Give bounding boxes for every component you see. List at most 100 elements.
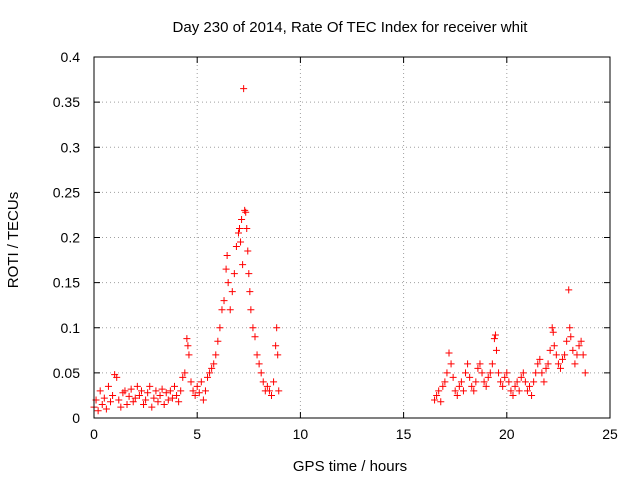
data-point-marker [164, 396, 172, 404]
data-point-marker [193, 382, 201, 390]
data-point-marker [263, 382, 271, 390]
data-point-marker [255, 360, 263, 368]
data-point-marker [480, 378, 488, 386]
data-point-marker [243, 224, 251, 232]
data-point-marker [133, 382, 141, 390]
data-point-marker [457, 378, 465, 386]
data-point-marker [242, 208, 250, 216]
chart-title: Day 230 of 2014, Rate Of TEC Index for r… [173, 19, 529, 36]
data-point-marker [253, 351, 261, 359]
data-point-marker [549, 328, 557, 336]
data-point-marker [497, 378, 505, 386]
data-point-marker [492, 346, 500, 354]
data-point-marker [232, 243, 240, 251]
data-point-marker [274, 351, 282, 359]
data-point-marker [179, 373, 187, 381]
data-point-marker [565, 286, 573, 294]
data-point-marker [447, 360, 455, 368]
data-point-marker [268, 391, 276, 399]
data-point-marker [437, 398, 445, 406]
data-point-marker [575, 342, 583, 350]
data-point-marker [548, 324, 556, 332]
data-point-marker [490, 335, 498, 343]
data-point-marker [478, 369, 486, 377]
data-point-marker [470, 387, 478, 395]
data-point-marker [251, 333, 259, 341]
data-point-marker [127, 385, 135, 393]
data-point-marker [246, 288, 254, 296]
data-point-marker [129, 398, 137, 406]
data-point-marker [177, 387, 185, 395]
data-point-marker [441, 378, 449, 386]
data-point-marker [501, 373, 509, 381]
data-point-marker [445, 349, 453, 357]
data-point-marker [245, 270, 253, 278]
y-tick-label: 0.15 [53, 275, 80, 291]
data-point-marker [214, 337, 222, 345]
data-point-marker [212, 351, 220, 359]
data-point-marker [137, 387, 145, 395]
data-point-marker [563, 337, 571, 345]
data-point-marker [435, 387, 443, 395]
data-point-marker [239, 261, 247, 269]
data-point-marker [273, 324, 281, 332]
data-point-marker [152, 387, 160, 395]
data-point-marker [552, 351, 560, 359]
data-point-marker [528, 391, 536, 399]
data-point-marker [521, 378, 529, 386]
data-point-marker [123, 400, 131, 408]
axis-ticks: 0 5 10 15 20 25 0 0.05 0.1 0.15 0.2 0.25 0.3 0.35 0.4 [53, 49, 618, 442]
data-points [90, 85, 589, 415]
data-point-marker [240, 85, 248, 93]
data-point-marker [581, 369, 589, 377]
data-point-marker [519, 369, 527, 377]
data-point-marker [222, 265, 230, 273]
data-point-marker [550, 342, 558, 350]
data-point-marker [532, 369, 540, 377]
data-point-marker [131, 394, 139, 402]
data-point-marker [156, 391, 164, 399]
data-point-marker [542, 364, 550, 372]
data-point-marker [476, 360, 484, 368]
data-point-marker [540, 378, 548, 386]
data-point-marker [183, 335, 191, 343]
data-point-marker [453, 391, 461, 399]
data-point-marker [554, 360, 562, 368]
data-point-marker [230, 270, 238, 278]
data-point-marker [534, 360, 542, 368]
data-point-marker [431, 396, 439, 404]
data-point-marker [455, 382, 463, 390]
data-point-marker [509, 391, 517, 399]
data-point-marker [154, 398, 162, 406]
data-point-marker [449, 373, 457, 381]
data-point-marker [168, 394, 176, 402]
data-point-marker [451, 387, 459, 395]
data-point-marker [218, 306, 226, 314]
x-tick-label: 25 [602, 426, 618, 442]
data-point-marker [484, 373, 492, 381]
data-point-marker [257, 369, 265, 377]
data-point-marker [224, 279, 232, 287]
data-point-marker [226, 306, 234, 314]
data-point-marker [187, 378, 195, 386]
data-point-marker [468, 382, 476, 390]
data-point-marker [189, 387, 197, 395]
data-point-marker [466, 373, 474, 381]
data-point-marker [265, 387, 273, 395]
data-point-marker [201, 387, 209, 395]
data-point-marker [220, 297, 228, 305]
data-point-marker [526, 382, 534, 390]
data-point-marker [113, 373, 121, 381]
x-axis-label: GPS time / hours [293, 458, 407, 475]
data-point-marker [160, 400, 168, 408]
data-point-marker [234, 229, 242, 237]
y-tick-label: 0.2 [61, 230, 81, 246]
data-point-marker [474, 364, 482, 372]
data-point-marker [511, 382, 519, 390]
x-tick-label: 20 [499, 426, 515, 442]
data-point-marker [204, 373, 212, 381]
data-point-marker [148, 403, 156, 411]
data-point-marker [486, 369, 494, 377]
data-point-marker [191, 391, 199, 399]
data-point-marker [259, 378, 267, 386]
